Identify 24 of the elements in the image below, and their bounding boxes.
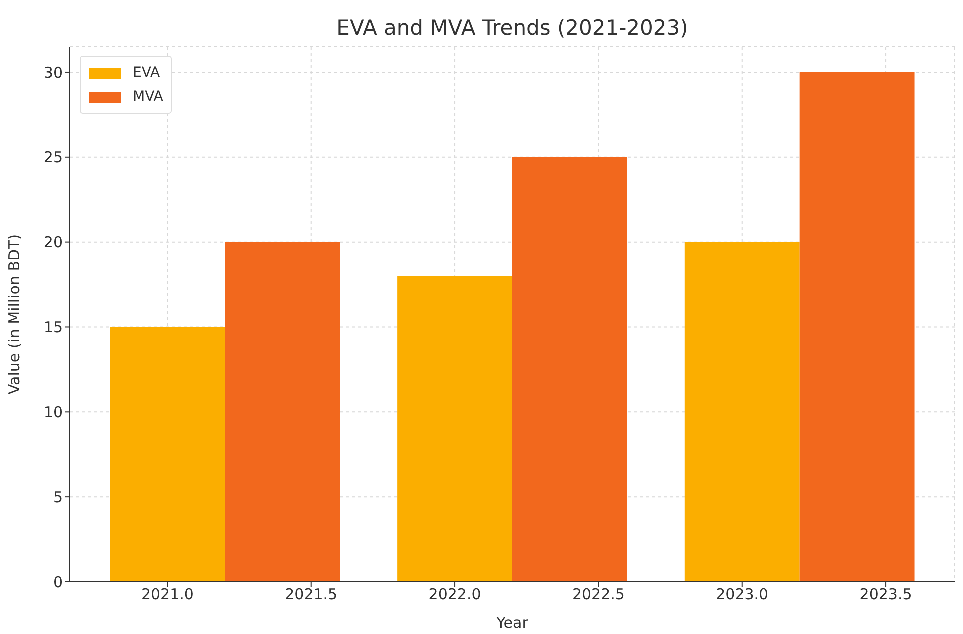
- y-tick-label: 25: [44, 148, 63, 167]
- x-tick-label: 2022.0: [428, 586, 482, 604]
- bar: [512, 157, 628, 582]
- x-axis-title: Year: [496, 614, 530, 632]
- x-tick-label: 2022.5: [572, 586, 625, 604]
- y-tick-label: 5: [53, 488, 63, 506]
- y-tick-label: 20: [44, 234, 63, 252]
- x-tick-label: 2023.0: [716, 586, 769, 604]
- y-axis-title: Value (in Million BDT): [5, 234, 24, 395]
- y-tick-label: 10: [44, 403, 63, 422]
- bar: [110, 327, 226, 582]
- legend-label: MVA: [133, 89, 164, 105]
- x-tick-label: 2021.0: [141, 586, 194, 604]
- bar: [398, 276, 512, 582]
- bar: [800, 72, 915, 582]
- bar: [684, 242, 800, 582]
- x-tick-label: 2023.5: [860, 586, 912, 604]
- y-tick-label: 15: [44, 318, 63, 337]
- y-tick-label: 0: [53, 573, 63, 592]
- chart-title: EVA and MVA Trends (2021-2023): [336, 16, 690, 40]
- y-tick-label: 30: [44, 64, 63, 82]
- bar: [225, 242, 340, 582]
- x-tick-label: 2021.5: [285, 586, 338, 604]
- legend-label: EVA: [133, 65, 160, 81]
